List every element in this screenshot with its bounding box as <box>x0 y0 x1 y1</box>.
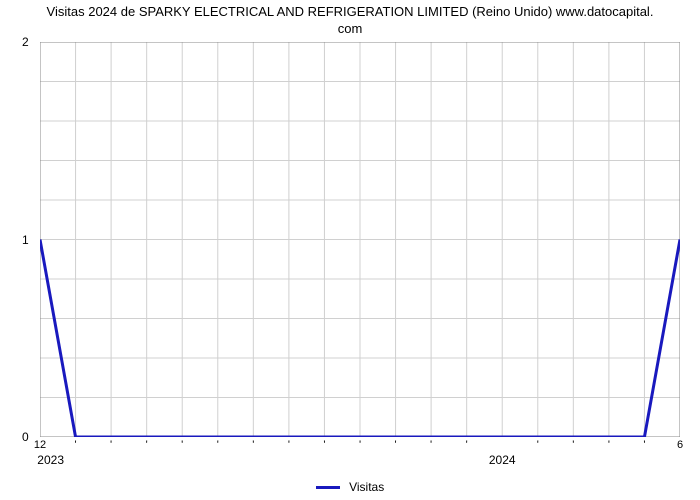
chart-svg <box>40 42 680 437</box>
x-tick-mark: ' <box>466 439 468 451</box>
x-tick-mark: ' <box>288 439 290 451</box>
legend-label: Visitas <box>349 480 384 494</box>
x-tick-mark: ' <box>608 439 610 451</box>
x-tick-month-label: 12 <box>34 439 46 451</box>
y-tick-label: 0 <box>22 430 29 444</box>
title-line2: com <box>338 21 363 36</box>
x-tick-mark: ' <box>181 439 183 451</box>
x-tick-mark: ' <box>394 439 396 451</box>
x-tick-mark: ' <box>146 439 148 451</box>
x-tick-mark: ' <box>643 439 645 451</box>
chart-title: Visitas 2024 de SPARKY ELECTRICAL AND RE… <box>0 4 700 38</box>
y-tick-label: 1 <box>22 233 29 247</box>
x-tick-mark: ' <box>430 439 432 451</box>
x-tick-mark: ' <box>572 439 574 451</box>
x-tick-mark: ' <box>110 439 112 451</box>
x-tick-mark: ' <box>252 439 254 451</box>
chart-plot-area: 012 126''''''''''''''''20232024 <box>40 42 680 437</box>
x-tick-mark: ' <box>217 439 219 451</box>
x-tick-month-label: 6 <box>677 439 683 451</box>
chart-legend: Visitas <box>0 480 700 494</box>
title-line1: Visitas 2024 de SPARKY ELECTRICAL AND RE… <box>47 4 654 19</box>
y-tick-label: 2 <box>22 35 29 49</box>
x-tick-mark: ' <box>74 439 76 451</box>
x-tick-year-label: 2023 <box>37 453 64 467</box>
x-tick-mark: ' <box>359 439 361 451</box>
x-tick-year-label: 2024 <box>489 453 516 467</box>
x-tick-mark: ' <box>323 439 325 451</box>
legend-swatch <box>316 486 340 489</box>
x-tick-mark: ' <box>537 439 539 451</box>
